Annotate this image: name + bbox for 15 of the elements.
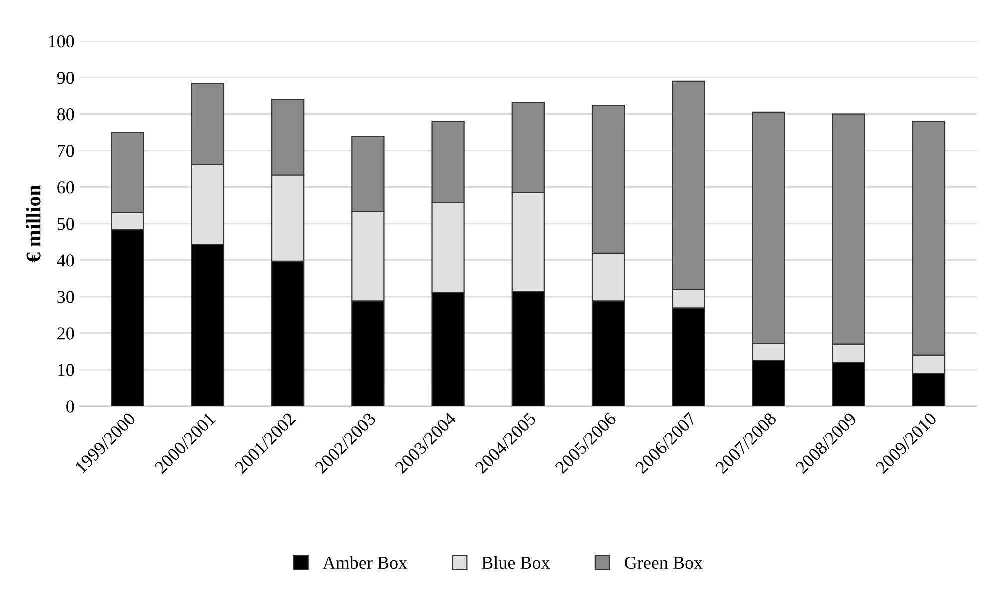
y-tick-label: 40 [57,254,74,267]
y-tick-label: 100 [49,35,74,48]
y-tick-label: 50 [58,218,74,230]
y-tick-label: 80 [58,108,74,121]
y-tick-label: 70 [58,145,74,158]
y-tick-label: 60 [58,182,74,194]
legend-label: Amber Box [323,556,408,570]
y-tick-label: 30 [58,291,74,304]
legend-label: Green Box [625,556,703,570]
y-tick-label: 20 [58,328,74,340]
y-tick-label: 0 [66,400,74,413]
y-tick-label: 10 [58,364,74,376]
legend-label: Blue Box [482,556,550,570]
y-tick-label: 90 [57,72,74,84]
y-axis-title: € million [26,185,41,263]
